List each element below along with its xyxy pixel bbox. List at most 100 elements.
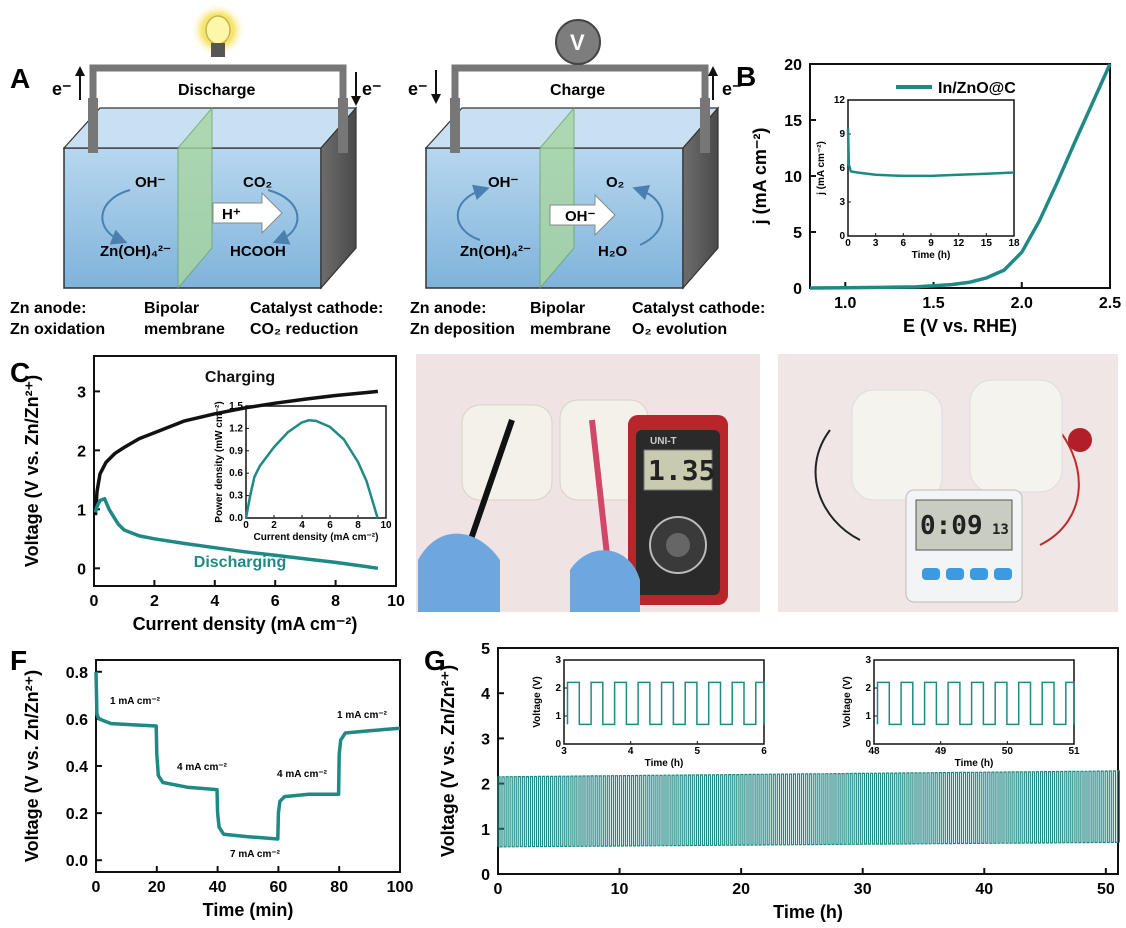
discharge-wire [89, 64, 347, 125]
series-voltage [94, 671, 401, 841]
y-tick-label: 0 [839, 231, 845, 242]
inset-series [846, 128, 1015, 178]
caption-anode-1: Zn anode: [10, 300, 86, 317]
caption-membrane-2: membrane [144, 321, 225, 338]
arrow-up-icon [708, 66, 718, 76]
timer-button [922, 568, 940, 580]
series-cycling [497, 770, 1120, 848]
curved-arrow-icon [632, 184, 664, 246]
y-tick-label: 0 [481, 867, 490, 884]
current-annotation: 1 mA cm⁻² [110, 696, 161, 707]
timer-display [915, 499, 1013, 551]
x-tick-label: 6 [271, 593, 280, 610]
y-tick-label: 0 [865, 739, 871, 750]
discharge-electron-right: e⁻ [362, 79, 382, 99]
arrow-up-icon [75, 66, 85, 76]
multimeter-brand: UNI-T [650, 436, 677, 447]
curved-arrow-icon [456, 184, 490, 241]
panel-letter-g: G [424, 645, 446, 676]
x-tick-label: 40 [975, 881, 993, 898]
x-tick-label: 1.5 [922, 295, 944, 312]
charge-cell: V Charge e⁻ e⁻ OH⁻ Zn(OH)₄²⁻ O₂ H₂O OH⁻ … [408, 19, 765, 338]
x-tick-label: 2 [150, 593, 159, 610]
charge-title: Charge [550, 82, 605, 99]
y-tick-label: 2 [555, 683, 561, 694]
y-axis-label: j (mA cm⁻²) [750, 128, 770, 226]
y-tick-label: 0.3 [229, 491, 243, 502]
current-annotation: 4 mA cm⁻² [177, 762, 228, 773]
chart-c-inset: 0 2 4 6 8 10 0.0 0.3 0.6 0.9 1.2 1.5 Current density… [214, 401, 392, 543]
multimeter-display [643, 449, 713, 491]
y-tick-label: 0 [77, 561, 86, 578]
chart-f-frame [95, 659, 401, 873]
x-tick-label: 60 [270, 879, 288, 896]
y-tick-label: 2 [77, 443, 86, 460]
x-tick-label: 0 [494, 881, 503, 898]
y-tick-label: 5 [481, 641, 490, 658]
x-axis-label: E (V vs. RHE) [903, 316, 1017, 336]
y-axis-label: j (mA cm⁻²) [816, 141, 827, 196]
ion-arrow-icon [212, 191, 283, 235]
y-tick-label: 1 [555, 711, 561, 722]
charge-membrane [539, 106, 575, 290]
y-axis-label: Voltage (V vs. Zn/Zn²⁺) [22, 670, 42, 862]
y-tick-label: 2 [865, 683, 871, 694]
legend-label: In/ZnO@C [938, 80, 1016, 97]
discharge-anode [88, 98, 98, 153]
charge-ion: OH⁻ [565, 208, 596, 225]
y-axis-label: Voltage (V vs. Zn/Zn²⁺) [22, 375, 42, 567]
timer-button [946, 568, 964, 580]
x-tick-label: 6 [901, 238, 907, 249]
wire-black [814, 429, 861, 541]
y-tick-label: 3 [865, 655, 871, 666]
x-tick-label: 50 [1002, 746, 1014, 757]
chart-g-inset-1-frame [563, 659, 765, 745]
x-tick-label: 8 [331, 593, 340, 610]
charge-anode [450, 98, 460, 153]
y-tick-label: 0.0 [66, 853, 88, 870]
caption-anode-2: Zn deposition [410, 321, 515, 338]
x-tick-label: 100 [387, 879, 414, 896]
y-tick-label: 0.9 [229, 446, 243, 457]
y-tick-label: 5 [793, 225, 802, 242]
charge-left-top: OH⁻ [488, 174, 519, 191]
y-tick-label: 0.6 [229, 468, 243, 479]
curved-arrow-icon [267, 189, 299, 245]
y-tick-label: 0.4 [66, 759, 88, 776]
photo-e-timer: 0:09 13 [778, 354, 1118, 612]
x-tick-label: 30 [854, 881, 872, 898]
discharge-membrane [177, 106, 213, 290]
y-tick-label: 10 [784, 169, 802, 186]
x-axis-label: Time (h) [955, 758, 994, 769]
x-tick-label: 12 [953, 238, 965, 249]
glove-left [418, 533, 500, 612]
timer-button [994, 568, 1012, 580]
x-tick-label: 4 [628, 746, 634, 757]
inset-series [876, 681, 1075, 726]
cell-right [969, 379, 1063, 493]
caption-membrane-2: membrane [530, 321, 611, 338]
x-tick-label: 9 [928, 238, 934, 249]
y-tick-label: 1.2 [229, 423, 243, 434]
y-axis-label: Voltage (V) [532, 676, 543, 727]
x-tick-label: 40 [209, 879, 227, 896]
caption-cathode-2: O₂ evolution [632, 321, 727, 338]
chart-b: 1.0 1.5 2.0 2.5 0 5 10 15 20 E (V vs. RHE) j (mA c… [750, 57, 1121, 336]
chart-c-inset-frame [245, 405, 387, 519]
glove-right [570, 550, 640, 612]
lightbulb-icon [205, 15, 231, 45]
photo-d-multimeter: UNI-T 1.35 [416, 354, 760, 612]
y-tick-label: 4 [481, 686, 490, 703]
chart-g-frame [497, 647, 1119, 875]
x-tick-label: 3 [873, 238, 879, 249]
x-axis-label: Time (min) [203, 900, 294, 920]
caption-membrane-1: Bipolar [144, 300, 199, 317]
y-tick-label: 1 [77, 502, 86, 519]
timer-button [970, 568, 988, 580]
x-tick-label: 8 [355, 520, 361, 531]
x-tick-label: 20 [148, 879, 166, 896]
y-tick-label: 0.8 [66, 665, 88, 682]
arrow-down-icon [351, 96, 361, 106]
